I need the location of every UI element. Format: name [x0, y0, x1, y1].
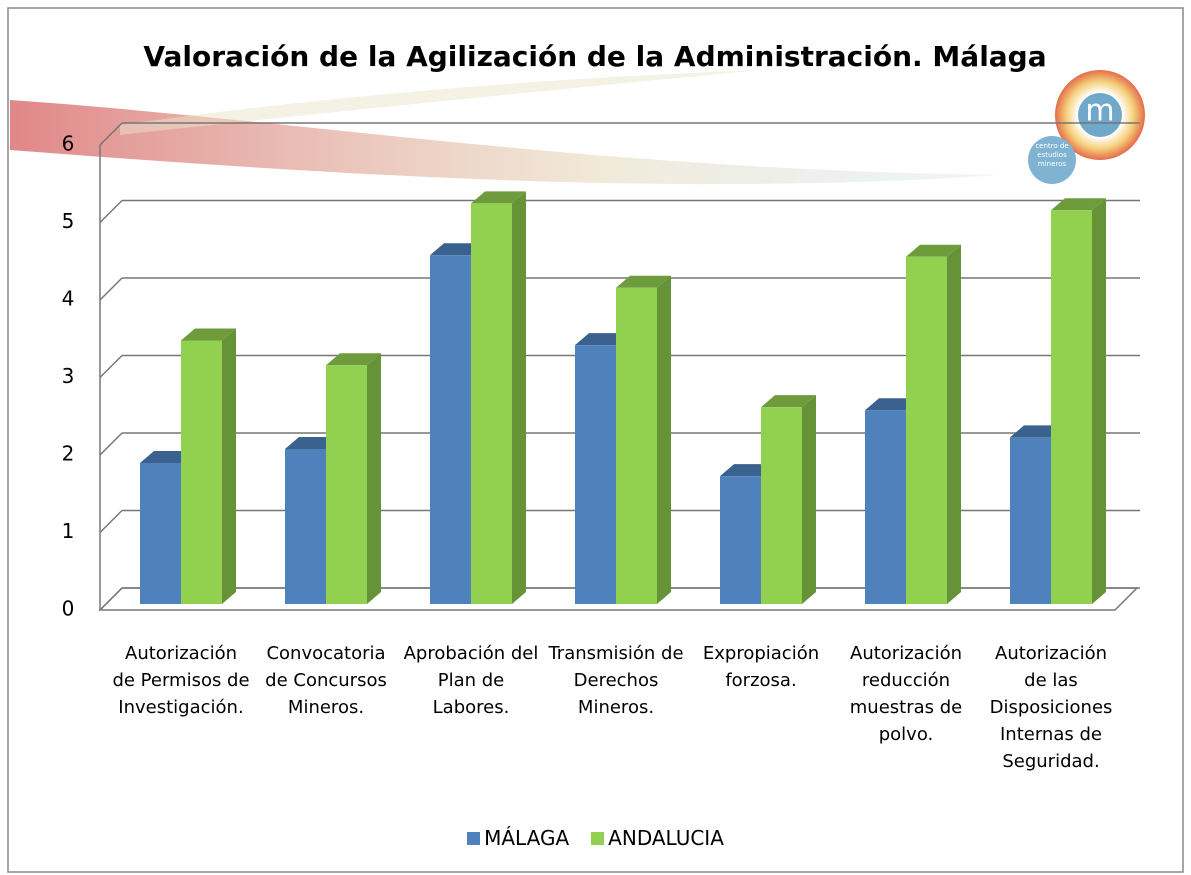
y-tick-label: 4	[62, 287, 75, 311]
legend-label: ANDALUCIA	[608, 826, 724, 850]
bar-face	[1051, 210, 1092, 604]
decor-swoosh	[10, 100, 1000, 184]
logo-text: centro de estudios mineros	[1030, 142, 1074, 169]
bar-face	[326, 365, 367, 604]
grid-line-side	[100, 588, 122, 610]
bar	[761, 395, 816, 604]
bar-face	[512, 191, 526, 604]
x-tick-label: Convocatoria de Concursos Mineros.	[256, 640, 396, 721]
bar-face	[430, 255, 471, 604]
legend-swatch	[467, 832, 480, 845]
bar-face	[1092, 198, 1106, 604]
bar-face	[367, 353, 381, 604]
bar-face	[947, 245, 961, 604]
x-tick-label: Aprobación del Plan de Labores.	[401, 640, 541, 721]
x-tick-label: Expropiación forzosa.	[691, 640, 831, 694]
y-tick-label: 3	[62, 364, 75, 388]
bar-face	[285, 449, 326, 604]
grid-line-side	[100, 356, 122, 378]
bar-face	[761, 407, 802, 604]
x-tick-label: Transmisión de Derechos Mineros.	[546, 640, 686, 721]
grid-line-side	[100, 433, 122, 455]
bar-face	[616, 288, 657, 604]
bar-face	[1010, 437, 1051, 604]
y-tick-label: 6	[62, 132, 75, 156]
bar-face	[657, 276, 671, 604]
bar	[616, 276, 671, 604]
chart-page: m centro de estudios mineros Valoración …	[0, 0, 1191, 875]
y-tick-label: 2	[62, 442, 75, 466]
bar-face	[181, 341, 222, 605]
y-tick-label: 0	[62, 597, 75, 621]
grid-line-side	[100, 511, 122, 533]
logo-text-box: centro de estudios mineros	[1030, 142, 1074, 178]
bar	[1051, 198, 1106, 604]
bar	[326, 353, 381, 604]
x-tick-label: Autorización de las Disposiciones Intern…	[981, 640, 1121, 775]
bar-face	[906, 257, 947, 604]
bar-face	[802, 395, 816, 604]
bar-face	[720, 476, 761, 604]
legend: MÁLAGA ANDALUCIA	[0, 826, 1191, 850]
bar-face	[140, 463, 181, 604]
bar	[181, 329, 236, 605]
bar-face	[222, 329, 236, 605]
bar	[906, 245, 961, 604]
legend-item: MÁLAGA	[467, 826, 569, 850]
bar	[471, 191, 526, 604]
grid-line-side	[100, 201, 122, 223]
legend-item: ANDALUCIA	[591, 826, 724, 850]
x-tick-label: Autorización de Permisos de Investigació…	[111, 640, 251, 721]
bar-face	[865, 410, 906, 604]
bar-face	[471, 203, 512, 604]
y-tick-label: 1	[62, 519, 75, 543]
x-tick-label: Autorización reducción muestras de polvo…	[836, 640, 976, 748]
chart-title: Valoración de la Agilización de la Admin…	[143, 40, 1046, 73]
legend-swatch	[591, 832, 604, 845]
bar-face	[575, 345, 616, 604]
y-tick-label: 5	[62, 209, 75, 233]
grid-line-side	[100, 278, 122, 300]
legend-label: MÁLAGA	[484, 826, 569, 850]
